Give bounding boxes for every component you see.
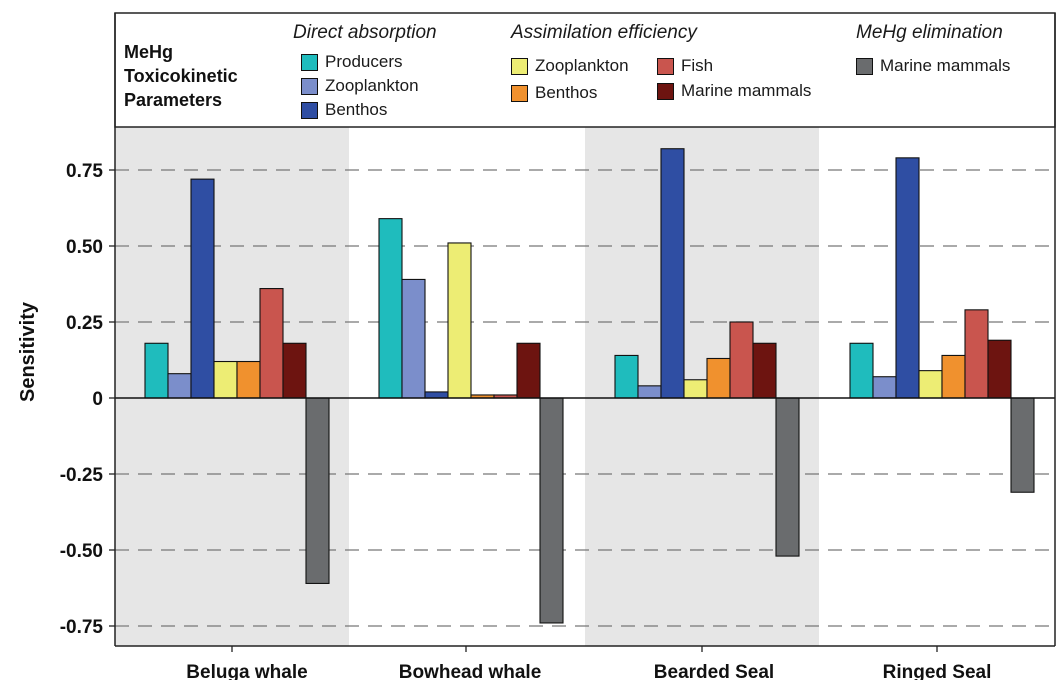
legend-swatch (657, 82, 674, 100)
bar-zooplankton (872, 376, 897, 399)
bar-producers (378, 218, 403, 399)
bar-benthos (660, 148, 685, 399)
y-tick-label: 0.50 (66, 237, 103, 258)
bar-marine-mammals (539, 397, 564, 624)
bar-marine-mammals (282, 342, 307, 399)
legend-swatch (511, 84, 528, 102)
bar-zooplankton (683, 379, 708, 399)
legend-group-title-direct-absorption: Direct absorption (293, 22, 437, 43)
legend-swatch (301, 77, 318, 95)
legend-swatch (301, 101, 318, 119)
legend-title: MeHg Toxicokinetic Parameters (124, 40, 238, 112)
x-tick-label: Bowhead whale (399, 662, 542, 680)
legend-item-fish: Fish (657, 56, 713, 76)
legend-item-benthos-assimilation: Benthos (511, 83, 597, 103)
legend-item-zooplankton-assimilation: Zooplankton (511, 56, 629, 76)
x-tick-label: Beluga whale (186, 662, 307, 680)
bar-benthos (895, 157, 920, 399)
legend-label: Marine mammals (880, 56, 1011, 75)
legend-item-producers: Producers (301, 52, 402, 72)
axes: 0.75 0.50 0.25 0 -0.25 -0.50 -0.75 Beluga whale… (60, 12, 1056, 680)
legend-swatch (301, 53, 318, 71)
y-tick-label: 0.75 (66, 161, 103, 182)
legend-group-title-assimilation-efficiency: Assimilation efficiency (511, 22, 697, 43)
bar-zooplankton (167, 373, 192, 399)
bar-marine-mammals (305, 397, 330, 584)
bar-fish (729, 321, 754, 399)
y-tick-label: -0.50 (60, 541, 103, 562)
legend-item-marine-mammals-assimilation: Marine mammals (657, 81, 811, 101)
bar-producers (144, 342, 169, 399)
legend-item-zooplankton-direct: Zooplankton (301, 76, 419, 96)
legend-label: Zooplankton (325, 76, 419, 95)
bar-fish (259, 288, 284, 399)
legend-title-line: Toxicokinetic (124, 66, 238, 86)
bar-marine-mammals (752, 342, 777, 399)
bar-benthos (236, 360, 261, 399)
legend-swatch (856, 57, 873, 75)
legend-label: Zooplankton (535, 56, 629, 75)
legend-label: Marine mammals (681, 81, 812, 100)
bar-benthos (190, 178, 215, 399)
x-tick-label: Bearded Seal (654, 662, 774, 680)
legend-item-marine-mammals-elimination: Marine mammals (856, 56, 1010, 76)
bar-producers (849, 342, 874, 399)
bar-benthos (424, 391, 449, 399)
bar-producers (614, 354, 639, 399)
bar-benthos (706, 357, 731, 399)
bar-zooplankton (213, 360, 238, 399)
y-axis-label: Sensitivity (17, 301, 39, 402)
bar-fish (964, 309, 989, 399)
legend-label: Benthos (325, 100, 388, 119)
y-tick-label: 0.25 (66, 313, 103, 334)
bar-marine-mammals (987, 339, 1012, 399)
legend-title-line: MeHg (124, 42, 173, 62)
bar-marine-mammals (516, 342, 541, 399)
legend-label: Fish (681, 56, 714, 75)
legend-swatch (657, 57, 674, 75)
x-tick-label: Ringed Seal (883, 662, 992, 680)
bar-marine-mammals (775, 397, 800, 557)
bar-zooplankton (637, 385, 662, 399)
y-tick-label: 0 (92, 389, 103, 410)
bar-zooplankton (918, 370, 943, 399)
legend-label: Producers (325, 52, 403, 71)
legend-group-title-mehg-elimination: MeHg elimination (856, 22, 1003, 43)
bars (144, 148, 1035, 624)
bar-marine-mammals (1010, 397, 1035, 493)
bar-zooplankton (401, 278, 426, 399)
legend-item-benthos-direct: Benthos (301, 100, 387, 120)
legend-title-line: Parameters (124, 90, 223, 110)
legend-swatch (511, 57, 528, 75)
bar-zooplankton (447, 242, 472, 399)
legend-label: Benthos (535, 83, 598, 102)
bar-benthos (941, 354, 966, 399)
y-tick-label: -0.75 (60, 617, 104, 638)
y-tick-label: -0.25 (60, 465, 104, 486)
